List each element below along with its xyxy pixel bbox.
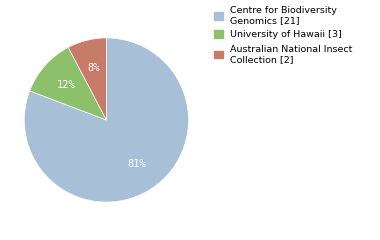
Text: 81%: 81% [127,159,146,169]
Text: 8%: 8% [87,63,100,73]
Legend: Centre for Biodiversity
Genomics [21], University of Hawaii [3], Australian Nati: Centre for Biodiversity Genomics [21], U… [214,5,354,65]
Text: 12%: 12% [57,80,76,90]
Wedge shape [68,38,106,120]
Wedge shape [30,47,106,120]
Wedge shape [24,38,188,202]
